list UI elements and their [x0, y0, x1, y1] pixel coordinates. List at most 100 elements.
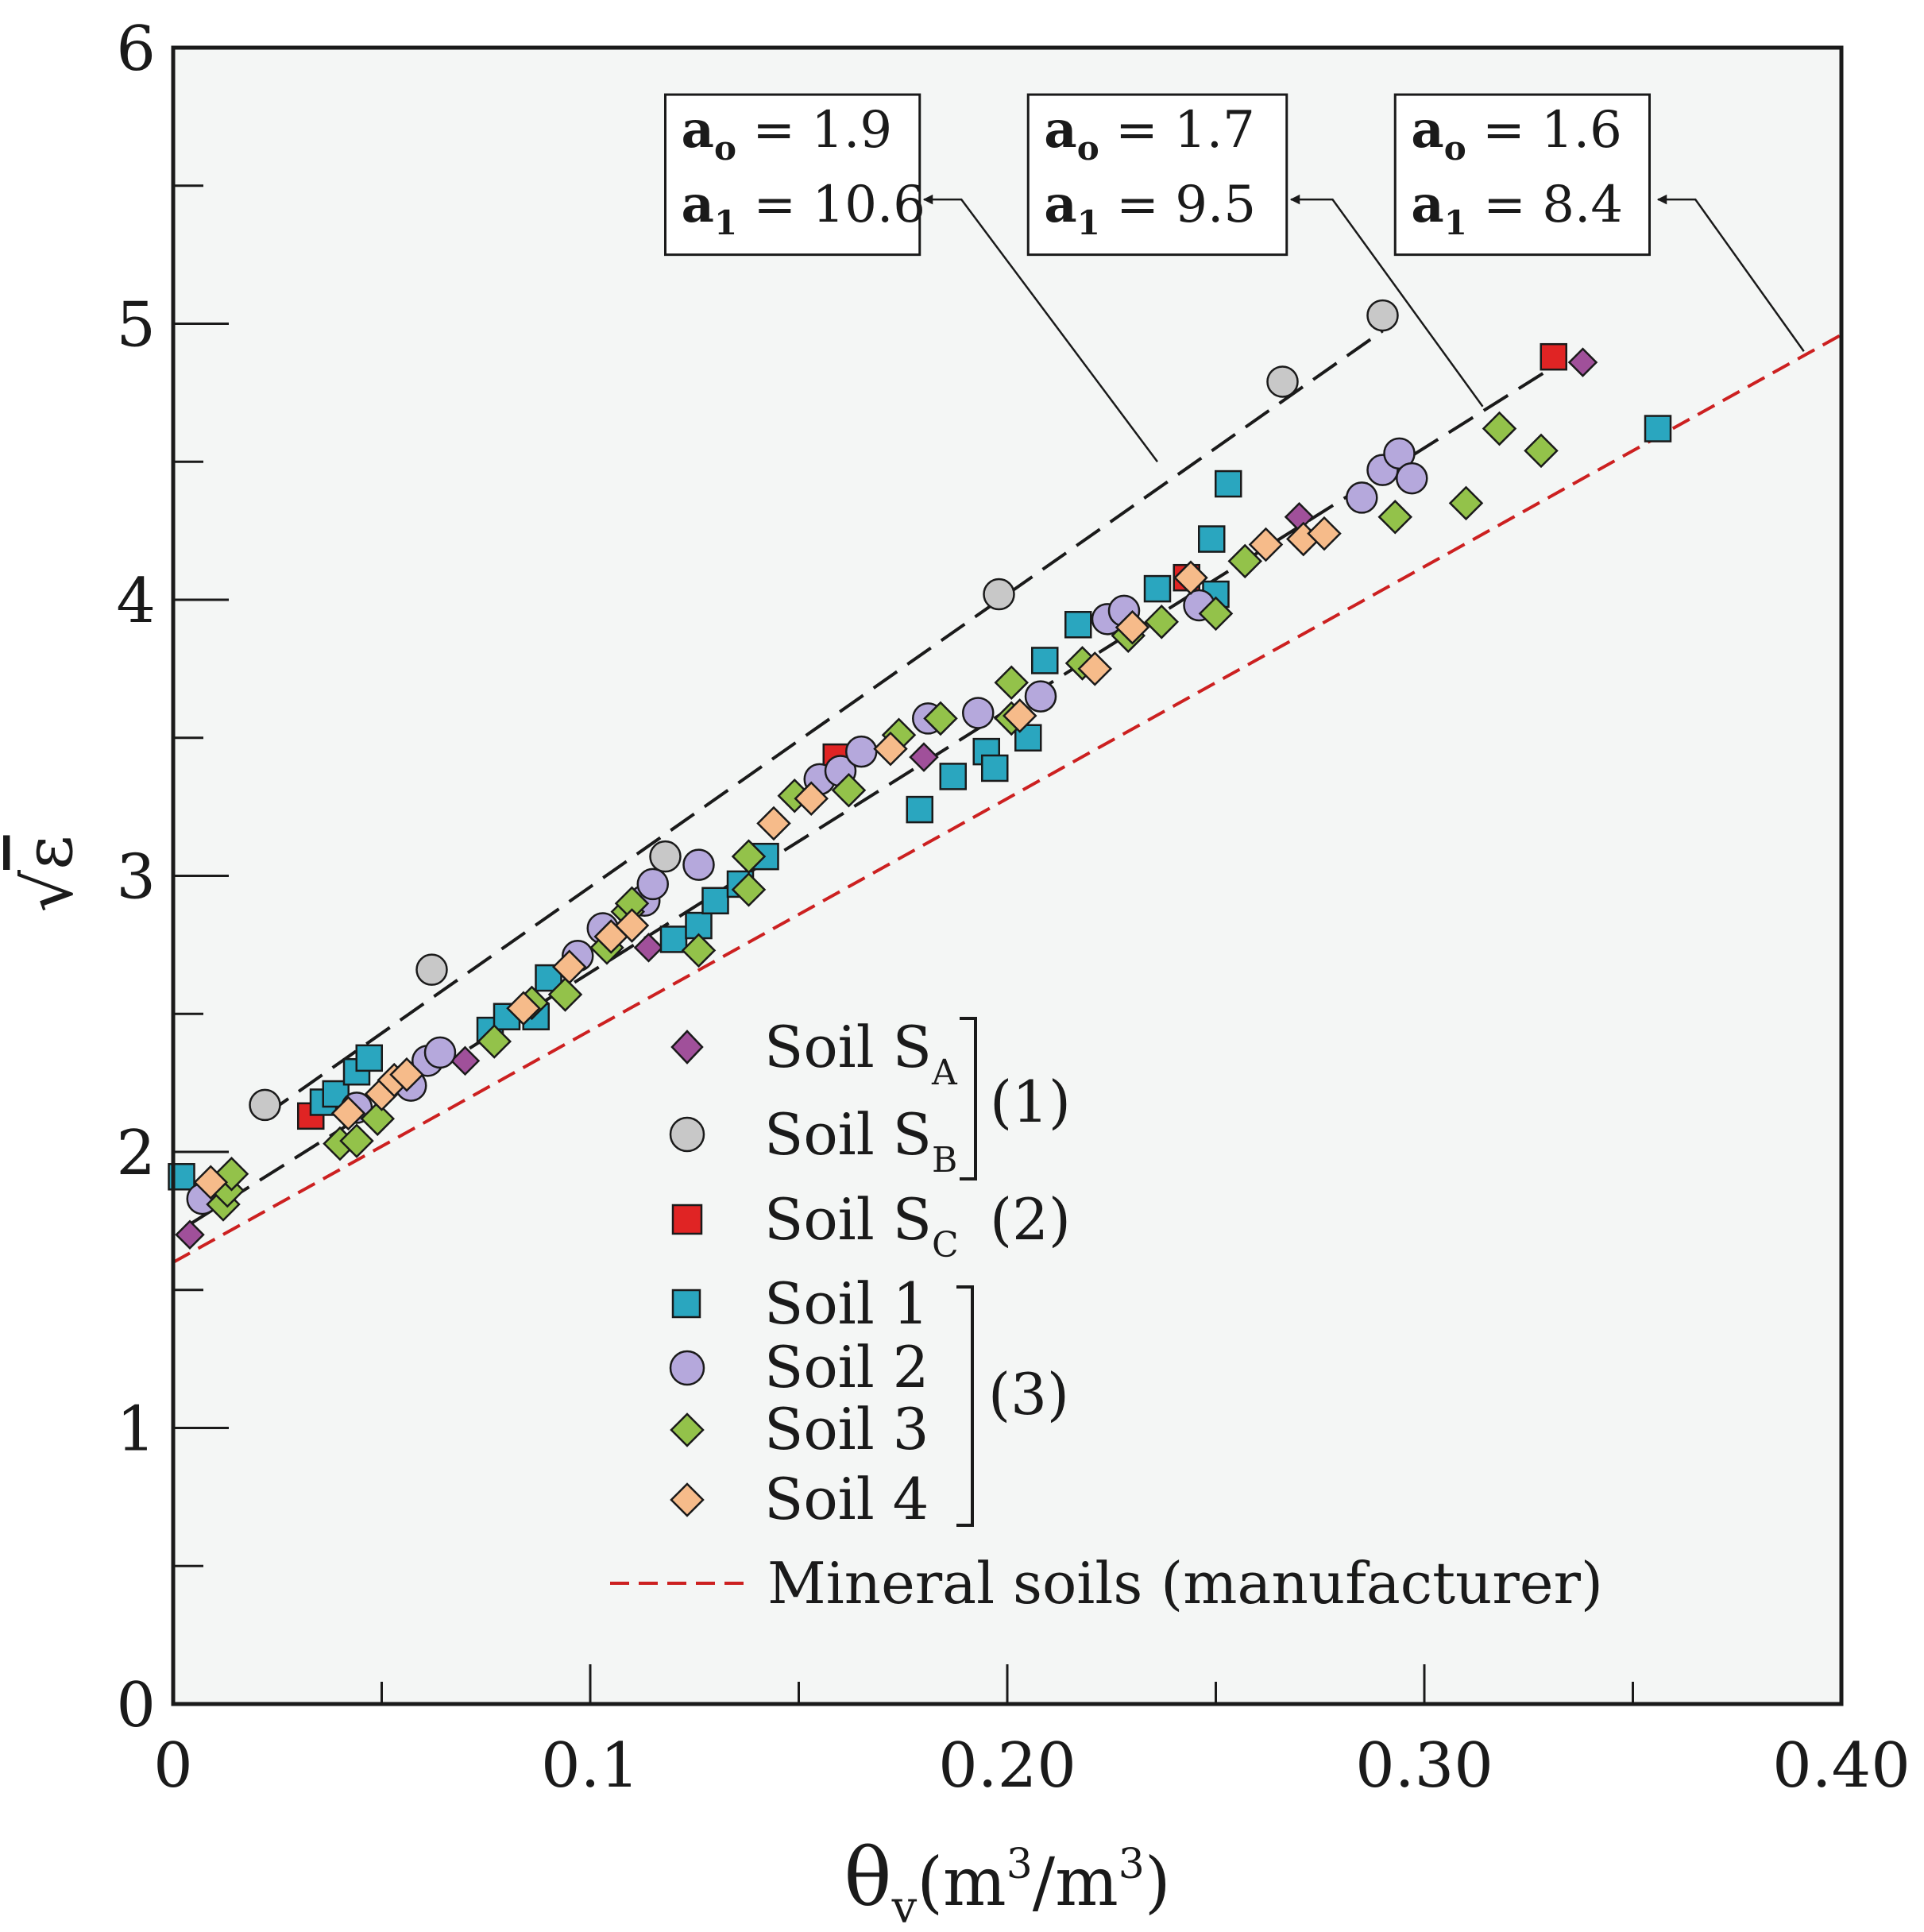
point-soil-sa-4	[633, 933, 664, 963]
legend-group-3: (3)	[988, 1361, 1069, 1428]
point-soil-2-15	[962, 697, 995, 729]
legend-group-1: (1)	[990, 1068, 1071, 1135]
legend-item-soil-sb: Soil SB	[669, 1101, 957, 1180]
annotation-a1-sub-2: 1	[1077, 203, 1100, 242]
plot-background	[173, 48, 1841, 1704]
point-soil-3-19	[923, 701, 958, 736]
x-tick-label-0.30: 0.30	[1355, 1730, 1493, 1802]
legend-item-manufacturer: Mineral soils (manufacturer)	[610, 1550, 1603, 1617]
point-soil-sa-2	[450, 1045, 481, 1076]
axis-ticks: 0 0.1 0.20 0.30 0.40 0 1 2 3 4 5 6	[116, 14, 1910, 1802]
annotation-a0-symbol-2: a	[1044, 100, 1076, 160]
point-soil-3-15	[731, 839, 767, 874]
point-soil-sc-4	[1540, 342, 1567, 371]
legend-bracket-3	[956, 1285, 974, 1527]
point-soil-3-14	[731, 872, 767, 907]
annotation-a0-value-1: = 1.9	[736, 101, 892, 160]
legend-marker-soil-2	[669, 1350, 705, 1386]
point-soil-sb-5	[1266, 365, 1299, 398]
point-soil-3-6	[360, 1101, 396, 1137]
annotation-box-3	[1393, 93, 1651, 257]
point-soil-2-5	[423, 1036, 457, 1069]
point-soil-3-25	[1198, 596, 1234, 632]
point-soil-1-22	[1143, 574, 1172, 603]
legend-item-soil-3: Soil 3	[670, 1396, 929, 1463]
legend-item-soil-sa: Soil SA	[670, 1014, 958, 1093]
annotation-a1-sub-3: 1	[1444, 203, 1467, 242]
legend-marker-soil-4	[670, 1482, 705, 1517]
point-soil-3-24	[1144, 605, 1180, 639]
legend-marker-soil-sb	[669, 1116, 705, 1153]
point-soil-4-15	[1115, 609, 1150, 645]
legend-sub-soil-sc: C	[932, 1225, 959, 1265]
point-soil-3-9	[547, 977, 583, 1012]
annotation-box-2	[1026, 93, 1288, 257]
fit-1-line	[264, 329, 1384, 1117]
annotation-a0-3: ao = 1.6	[1411, 100, 1622, 168]
point-soil-sa-1	[175, 1219, 205, 1250]
point-soil-3-27	[1377, 499, 1413, 535]
annotation-a1-3: a1 = 8.4	[1411, 175, 1623, 242]
y-tick-label-4: 4	[116, 566, 156, 637]
point-soil-3-30	[1524, 433, 1559, 469]
legend-sub-soil-sb: B	[932, 1140, 957, 1180]
point-soil-4-5	[389, 1057, 424, 1092]
legend-label-soil-1: Soil 1	[764, 1270, 929, 1337]
point-soil-4-13	[1002, 698, 1037, 733]
legend-item-soil-4: Soil 4	[670, 1466, 929, 1532]
y-axis-title: √ε	[10, 835, 87, 912]
point-soil-4-6	[506, 991, 541, 1026]
annotation-a1-1: a1 = 10.6	[682, 175, 926, 242]
legend-manufacturer-label: Mineral soils (manufacturer)	[767, 1550, 1603, 1617]
point-soil-3-26	[1227, 543, 1263, 579]
legend-bracket-1	[960, 1017, 977, 1180]
point-soil-4-19	[1307, 516, 1342, 551]
y-tick-label-1: 1	[116, 1394, 156, 1466]
point-soil-1-20	[1031, 647, 1059, 674]
point-soil-sa-5	[909, 742, 939, 772]
point-soil-3-21	[994, 665, 1030, 701]
annotation-a1-value-1: = 10.6	[737, 176, 925, 234]
annotations: ao = 1.9a1 = 10.6ao = 1.7a1 = 9.5ao = 1.…	[664, 93, 1805, 462]
annotation-a0-value-2: = 1.7	[1099, 101, 1255, 160]
point-soil-4-10	[756, 806, 791, 841]
point-soil-3-7	[477, 1024, 512, 1059]
legend-label-soil-sa: Soil S	[764, 1014, 932, 1080]
data-points	[168, 299, 1672, 1250]
annotation-arrow-2	[1289, 194, 1484, 408]
annotation-a0-1: ao = 1.9	[682, 100, 893, 168]
point-soil-1-21	[1064, 611, 1092, 639]
point-soil-1-16	[939, 763, 967, 790]
annotation-box-1	[664, 93, 921, 257]
point-soil-4-2	[330, 1095, 366, 1131]
legend: Soil SA Soil SB Soil SC Soil 1 Soil 2 So…	[610, 1014, 1603, 1617]
annotation-a0-symbol-3: a	[1411, 100, 1443, 160]
point-soil-sb-3	[649, 840, 682, 873]
annotation-a1-value-3: = 8.4	[1467, 176, 1623, 234]
point-soil-4-1	[193, 1165, 229, 1200]
point-soil-1-15	[906, 795, 933, 824]
point-soil-4-16	[1173, 560, 1208, 595]
point-soil-3-17	[831, 773, 867, 808]
legend-label-soil-2: Soil 2	[764, 1334, 929, 1401]
legend-marker-soil-sa	[670, 1030, 704, 1065]
point-soil-4-14	[1077, 651, 1113, 686]
fit-3-line	[172, 333, 1842, 1264]
point-soil-1-5	[355, 1044, 383, 1072]
point-soil-3-28	[1448, 485, 1484, 521]
annotation-a1-value-2: = 9.5	[1100, 176, 1256, 234]
point-soil-2-20	[1346, 481, 1378, 514]
point-soil-2-10	[682, 848, 715, 881]
point-soil-1-26	[1644, 415, 1672, 442]
y-tick-label-0: 0	[116, 1670, 156, 1741]
y-tick-label-5: 5	[116, 290, 156, 361]
legend-label-soil-sb: Soil S	[764, 1101, 932, 1168]
legend-label-soil-4: Soil 4	[764, 1466, 929, 1532]
x-tick-label-0.40: 0.40	[1772, 1730, 1910, 1802]
point-soil-4-7	[551, 949, 587, 984]
annotation-a0-sub-2: o	[1077, 129, 1099, 168]
point-soil-2-23	[1396, 462, 1428, 495]
annotation-a0-sub-3: o	[1444, 129, 1466, 168]
legend-group-2: (2)	[990, 1186, 1071, 1253]
